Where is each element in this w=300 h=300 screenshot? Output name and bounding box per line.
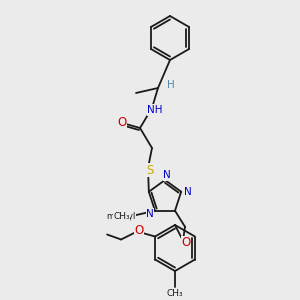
Text: NH: NH <box>147 105 163 115</box>
Text: CH₃: CH₃ <box>113 212 130 221</box>
Text: S: S <box>146 164 154 176</box>
Text: O: O <box>182 236 190 249</box>
Text: N: N <box>146 209 154 219</box>
Text: O: O <box>134 224 144 237</box>
Text: N: N <box>184 187 192 197</box>
Text: O: O <box>117 116 127 128</box>
Text: N: N <box>163 170 171 180</box>
Text: methyl: methyl <box>106 212 136 221</box>
Text: H: H <box>167 80 175 90</box>
Text: CH₃: CH₃ <box>167 289 183 298</box>
